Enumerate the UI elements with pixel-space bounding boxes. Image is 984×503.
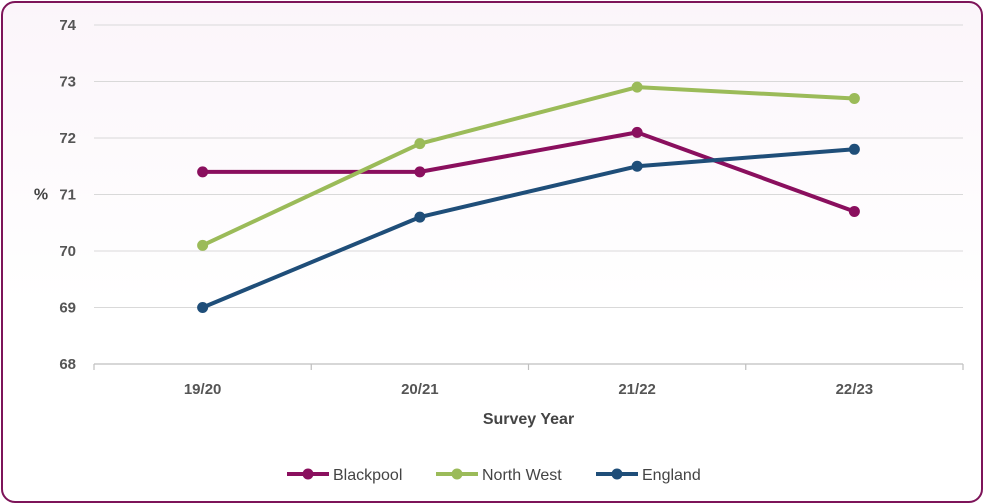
legend-swatch-marker bbox=[302, 468, 314, 480]
y-tick-label: 70 bbox=[59, 243, 76, 260]
y-tick-label: 74 bbox=[59, 17, 76, 34]
series-england bbox=[197, 143, 860, 313]
legend-item-north-west: North West bbox=[436, 467, 562, 484]
x-tick-label: 22/23 bbox=[836, 381, 874, 398]
legend-item-blackpool: Blackpool bbox=[287, 467, 402, 484]
data-point-north-west bbox=[197, 239, 209, 251]
data-point-england bbox=[414, 211, 426, 223]
legend-swatch-marker bbox=[611, 468, 623, 480]
data-point-england bbox=[197, 302, 209, 313]
gridlines bbox=[94, 24, 963, 308]
y-tick-label: 69 bbox=[59, 300, 76, 317]
legend-label: Blackpool bbox=[333, 467, 402, 484]
data-point-england bbox=[848, 143, 860, 155]
y-tick-label: 68 bbox=[59, 356, 76, 373]
data-point-blackpool bbox=[197, 166, 209, 178]
y-tick-label: 72 bbox=[59, 130, 76, 147]
axes bbox=[93, 363, 964, 370]
legend-item-england: England bbox=[596, 467, 701, 484]
legend: Blackpool North West England bbox=[287, 467, 701, 484]
line-chart: 68 69 70 71 72 73 74 19/20 20/21 21/22 22/23 % Su… bbox=[34, 17, 964, 484]
data-point-blackpool bbox=[414, 166, 426, 178]
x-axis-label: Survey Year bbox=[483, 411, 574, 428]
series-line-north-west bbox=[200, 85, 857, 248]
data-point-north-west bbox=[631, 81, 643, 93]
y-tick-labels: 68 69 70 71 72 73 74 bbox=[59, 17, 76, 373]
legend-label: North West bbox=[482, 467, 562, 484]
y-axis-label: % bbox=[34, 187, 48, 204]
x-tick-label: 19/20 bbox=[184, 381, 222, 398]
y-tick-label: 73 bbox=[59, 74, 76, 91]
data-point-england bbox=[631, 160, 643, 172]
data-point-blackpool bbox=[848, 205, 860, 217]
legend-label: England bbox=[642, 467, 701, 484]
series-north-west bbox=[197, 81, 860, 251]
series-line-england bbox=[200, 147, 857, 310]
x-tick-labels: 19/20 20/21 21/22 22/23 bbox=[184, 381, 873, 398]
x-tick-label: 20/21 bbox=[401, 381, 439, 398]
series-line-blackpool bbox=[200, 130, 857, 214]
data-point-north-west bbox=[848, 92, 860, 104]
y-tick-label: 71 bbox=[59, 187, 76, 204]
data-point-blackpool bbox=[631, 126, 643, 138]
legend-swatch-marker bbox=[451, 468, 463, 480]
x-tick-label: 21/22 bbox=[618, 381, 656, 398]
data-point-north-west bbox=[414, 138, 426, 150]
series-blackpool bbox=[197, 126, 860, 217]
series-group bbox=[197, 81, 860, 313]
